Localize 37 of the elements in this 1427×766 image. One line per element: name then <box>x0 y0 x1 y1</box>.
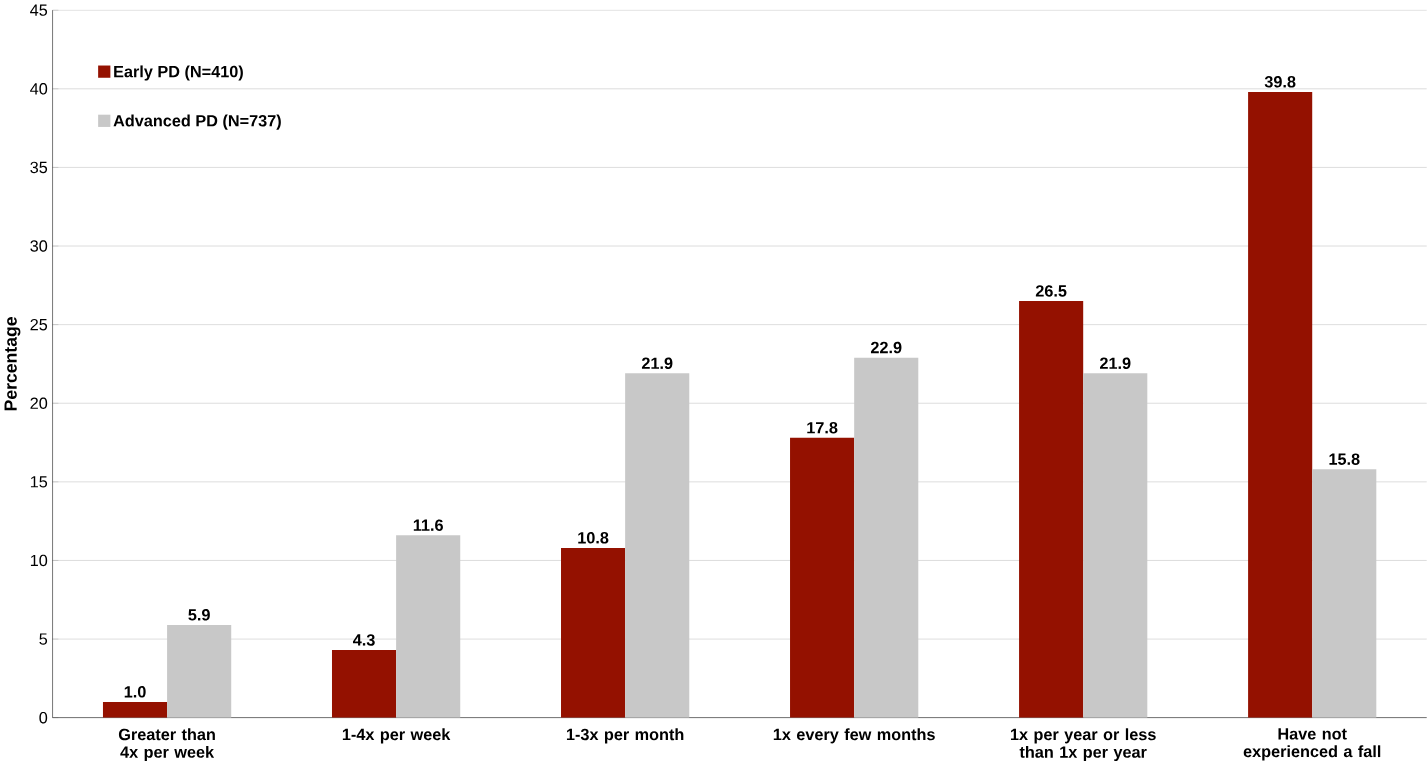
data-label: 26.5 <box>1035 285 1067 297</box>
y-tick-label: 20 <box>30 397 48 410</box>
x-tick-label: Have not experienced a fall <box>1243 728 1381 761</box>
y-tick-label: 5 <box>39 633 48 645</box>
y-tick-label: 45 <box>30 4 48 17</box>
x-tick-label: 1-4x per week <box>342 728 451 744</box>
y-axis-title: Percentage <box>4 317 21 411</box>
y-tick-label: 10 <box>30 554 48 567</box>
x-tick-label: 1x per year or less than 1x per year <box>1010 728 1156 762</box>
data-label: 39.8 <box>1264 76 1296 88</box>
data-label: 17.8 <box>807 422 838 434</box>
data-label: 11.6 <box>413 519 443 532</box>
y-tick-label: 35 <box>30 161 48 174</box>
data-label: 4.3 <box>353 634 375 646</box>
x-tick-label: Greater than 4x per week <box>118 728 215 762</box>
data-label: 22.9 <box>870 342 902 354</box>
bar <box>1248 92 1313 718</box>
y-tick-label: 25 <box>30 319 48 331</box>
bar <box>561 548 626 718</box>
bar <box>1019 301 1084 718</box>
legend-label: Advanced PD (N=737) <box>113 114 281 130</box>
y-tick-label: 0 <box>39 712 48 724</box>
x-tick-label: 1-3x per month <box>566 728 684 744</box>
data-label: 10.8 <box>578 532 609 544</box>
bar <box>331 650 397 718</box>
data-label: 21.9 <box>641 357 673 370</box>
y-tick-label: 15 <box>30 476 48 488</box>
bar <box>102 702 168 718</box>
y-tick-label: 40 <box>30 83 48 95</box>
data-label: 5.9 <box>188 609 210 621</box>
data-label: 21.9 <box>1100 357 1131 370</box>
data-label: 1.0 <box>124 686 146 698</box>
y-tick-label: 30 <box>30 240 48 252</box>
bar <box>790 438 855 718</box>
data-label: 15.8 <box>1329 453 1360 466</box>
legend-label: Early PD (N=410) <box>114 65 243 81</box>
x-tick-label: 1x every few months <box>773 728 935 744</box>
